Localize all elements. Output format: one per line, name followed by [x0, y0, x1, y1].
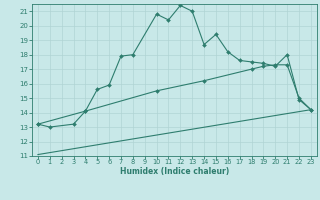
- X-axis label: Humidex (Indice chaleur): Humidex (Indice chaleur): [120, 167, 229, 176]
